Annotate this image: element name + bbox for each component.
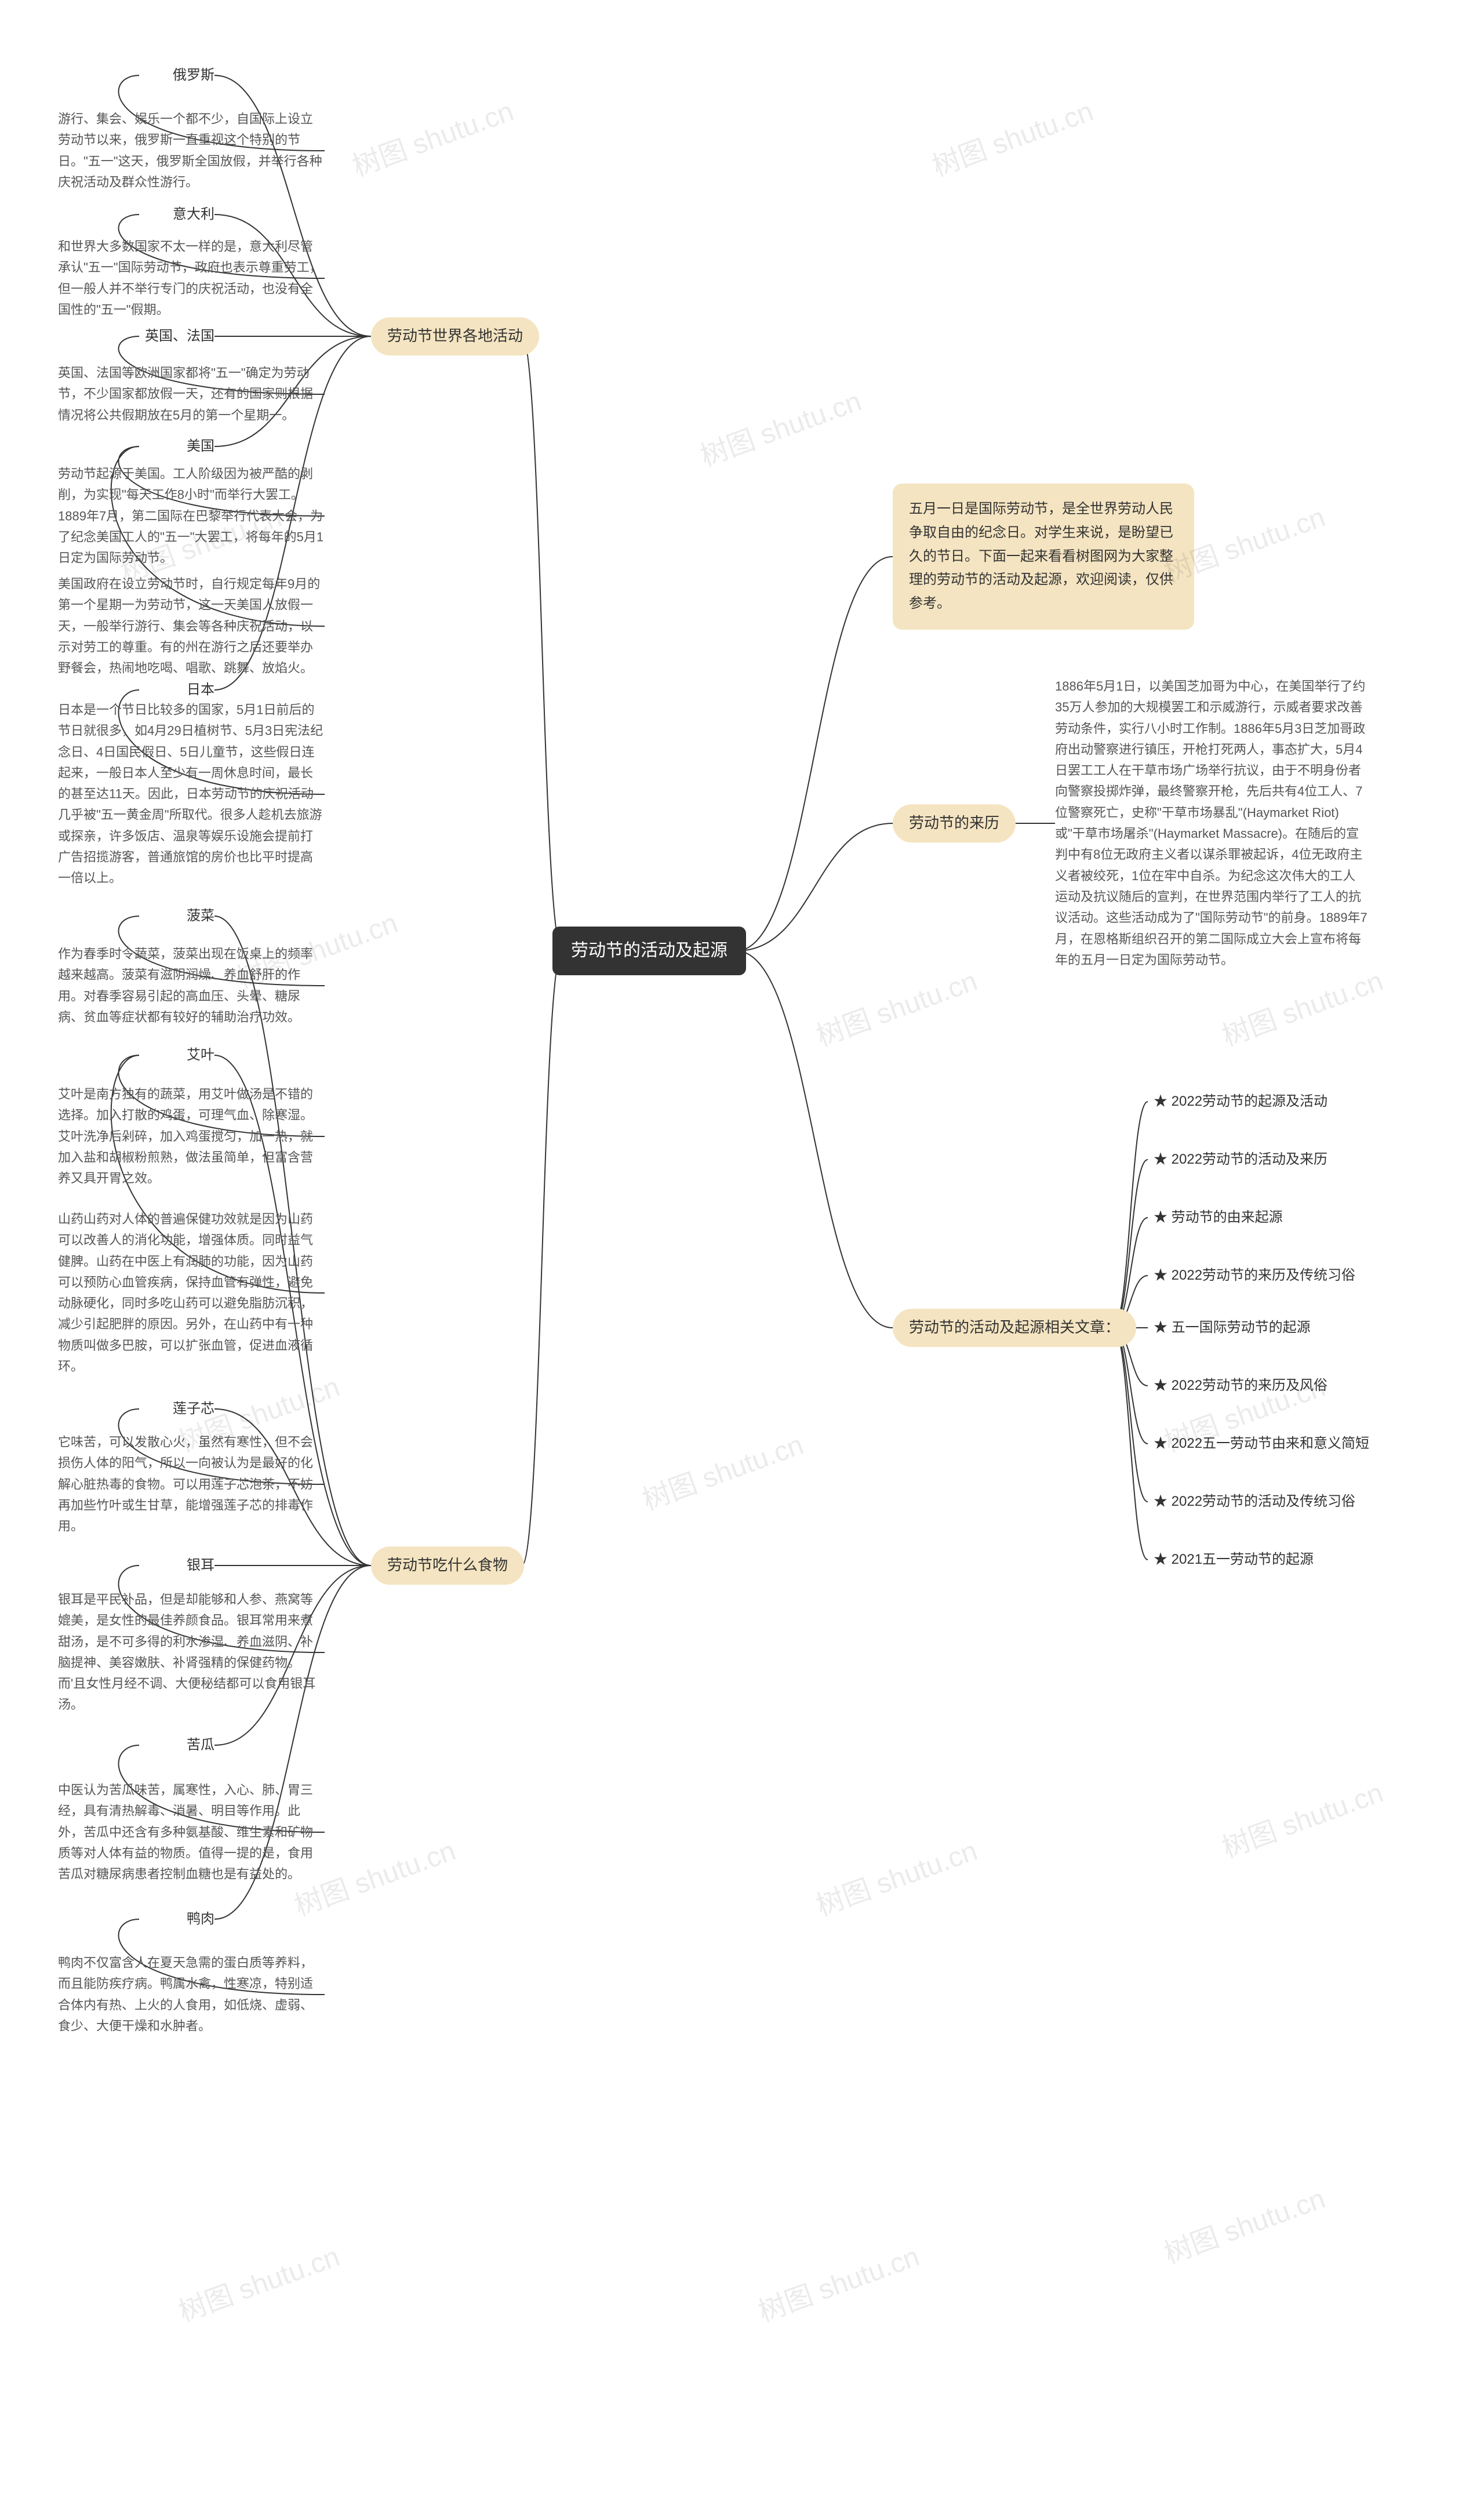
food-child-label: 银耳	[145, 1554, 214, 1577]
watermark: 树图 shutu.cn	[346, 88, 518, 184]
branch-food: 劳动节吃什么食物	[371, 1546, 524, 1585]
food-child-desc: 作为春季时令蔬菜，菠菜出现在饭桌上的频率越来越高。菠菜有滋阴润燥、养血舒肝的作用…	[58, 943, 325, 1027]
food-child-desc: 山药山药对人体的普遍保健功效就是因为山药可以改善人的消化功能，增强体质。同时益气…	[58, 1209, 325, 1377]
related-article-link[interactable]: ★ 2022劳动节的起源及活动	[1154, 1091, 1327, 1113]
world-child-label: 意大利	[145, 204, 214, 226]
world-child-desc: 游行、集会、娱乐一个都不少，自国际上设立劳动节以来，俄罗斯一直重视这个特别的节日…	[58, 108, 325, 192]
watermark: 树图 shutu.cn	[926, 88, 1098, 184]
watermark: 树图 shutu.cn	[1216, 958, 1388, 1054]
related-article-link[interactable]: ★ 2021五一劳动节的起源	[1154, 1549, 1314, 1571]
watermark: 树图 shutu.cn	[1216, 1770, 1388, 1865]
food-child-label: 鸭肉	[145, 1908, 214, 1930]
watermark: 树图 shutu.cn	[752, 2233, 924, 2329]
food-child-label: 艾叶	[145, 1044, 214, 1066]
food-child-label: 菠菜	[145, 905, 214, 927]
food-child-desc: 银耳是平民补品，但是却能够和人参、燕窝等媲美，是女性的最佳养颜食品。银耳常用来煮…	[58, 1589, 325, 1716]
world-child-label: 美国	[145, 435, 214, 457]
watermark: 树图 shutu.cn	[810, 1828, 982, 1923]
intro-box: 五月一日是国际劳动节，是全世界劳动人民争取自由的纪念日。对学生来说，是盼望已久的…	[893, 484, 1194, 630]
watermark: 树图 shutu.cn	[1158, 2175, 1330, 2271]
watermark: 树图 shutu.cn	[810, 958, 982, 1054]
food-child-desc: 艾叶是南方独有的蔬菜，用艾叶做汤是不错的选择。加入打散的鸡蛋，可理气血、除寒湿。…	[58, 1084, 325, 1189]
watermark: 树图 shutu.cn	[172, 2233, 344, 2329]
related-article-link[interactable]: ★ 2022劳动节的来历及传统习俗	[1154, 1265, 1355, 1287]
related-article-link[interactable]: ★ 劳动节的由来起源	[1154, 1207, 1283, 1229]
history-desc: 1886年5月1日，以美国芝加哥为中心，在美国举行了约35万人参加的大规模罢工和…	[1055, 676, 1368, 971]
root-node: 劳动节的活动及起源	[552, 927, 746, 975]
watermark: 树图 shutu.cn	[636, 1422, 808, 1517]
related-article-link[interactable]: ★ 2022五一劳动节由来和意义简短	[1154, 1433, 1369, 1455]
related-article-link[interactable]: ★ 2022劳动节的活动及传统习俗	[1154, 1491, 1355, 1513]
food-child-desc: 中医认为苦瓜味苦，属寒性，入心、肺、胃三经，具有清热解毒、消暑、明目等作用。此外…	[58, 1779, 325, 1884]
world-child-desc: 英国、法国等欧洲国家都将"五一"确定为劳动节，不少国家都放假一天，还有的国家则根…	[58, 363, 325, 426]
food-child-desc: 它味苦，可以发散心火，虽然有寒性，但不会损伤人体的阳气，所以一向被认为是最好的化…	[58, 1432, 325, 1536]
food-child-desc: 鸭肉不仅富含人在夏天急需的蛋白质等养料，而且能防疾疗病。鸭属水禽，性寒凉，特别适…	[58, 1952, 325, 2036]
world-child-desc: 美国政府在设立劳动节时，自行规定每年9月的第一个星期一为劳动节，这一天美国人放假…	[58, 573, 325, 678]
world-child-desc: 日本是一个节日比较多的国家，5月1日前后的节日就很多，如4月29日植树节、5月3…	[58, 700, 325, 889]
branch-related: 劳动节的活动及起源相关文章：	[893, 1309, 1136, 1347]
watermark: 树图 shutu.cn	[694, 378, 866, 474]
world-child-label: 英国、法国	[145, 325, 214, 347]
world-child-desc: 和世界大多数国家不太一样的是，意大利尽管承认"五一"国际劳动节，政府也表示尊重劳…	[58, 236, 325, 320]
related-article-link[interactable]: ★ 五一国际劳动节的起源	[1154, 1317, 1311, 1339]
world-child-label: 日本	[145, 679, 214, 701]
related-article-link[interactable]: ★ 2022劳动节的来历及风俗	[1154, 1375, 1327, 1397]
branch-world: 劳动节世界各地活动	[371, 317, 539, 355]
food-child-label: 苦瓜	[145, 1734, 214, 1756]
food-child-label: 莲子芯	[145, 1398, 214, 1420]
world-child-label: 俄罗斯	[145, 64, 214, 86]
branch-history: 劳动节的来历	[893, 804, 1016, 842]
world-child-desc: 劳动节起源于美国。工人阶级因为被严酷的剥削，为实现"每天工作8小时"而举行大罢工…	[58, 463, 325, 568]
related-article-link[interactable]: ★ 2022劳动节的活动及来历	[1154, 1149, 1327, 1171]
